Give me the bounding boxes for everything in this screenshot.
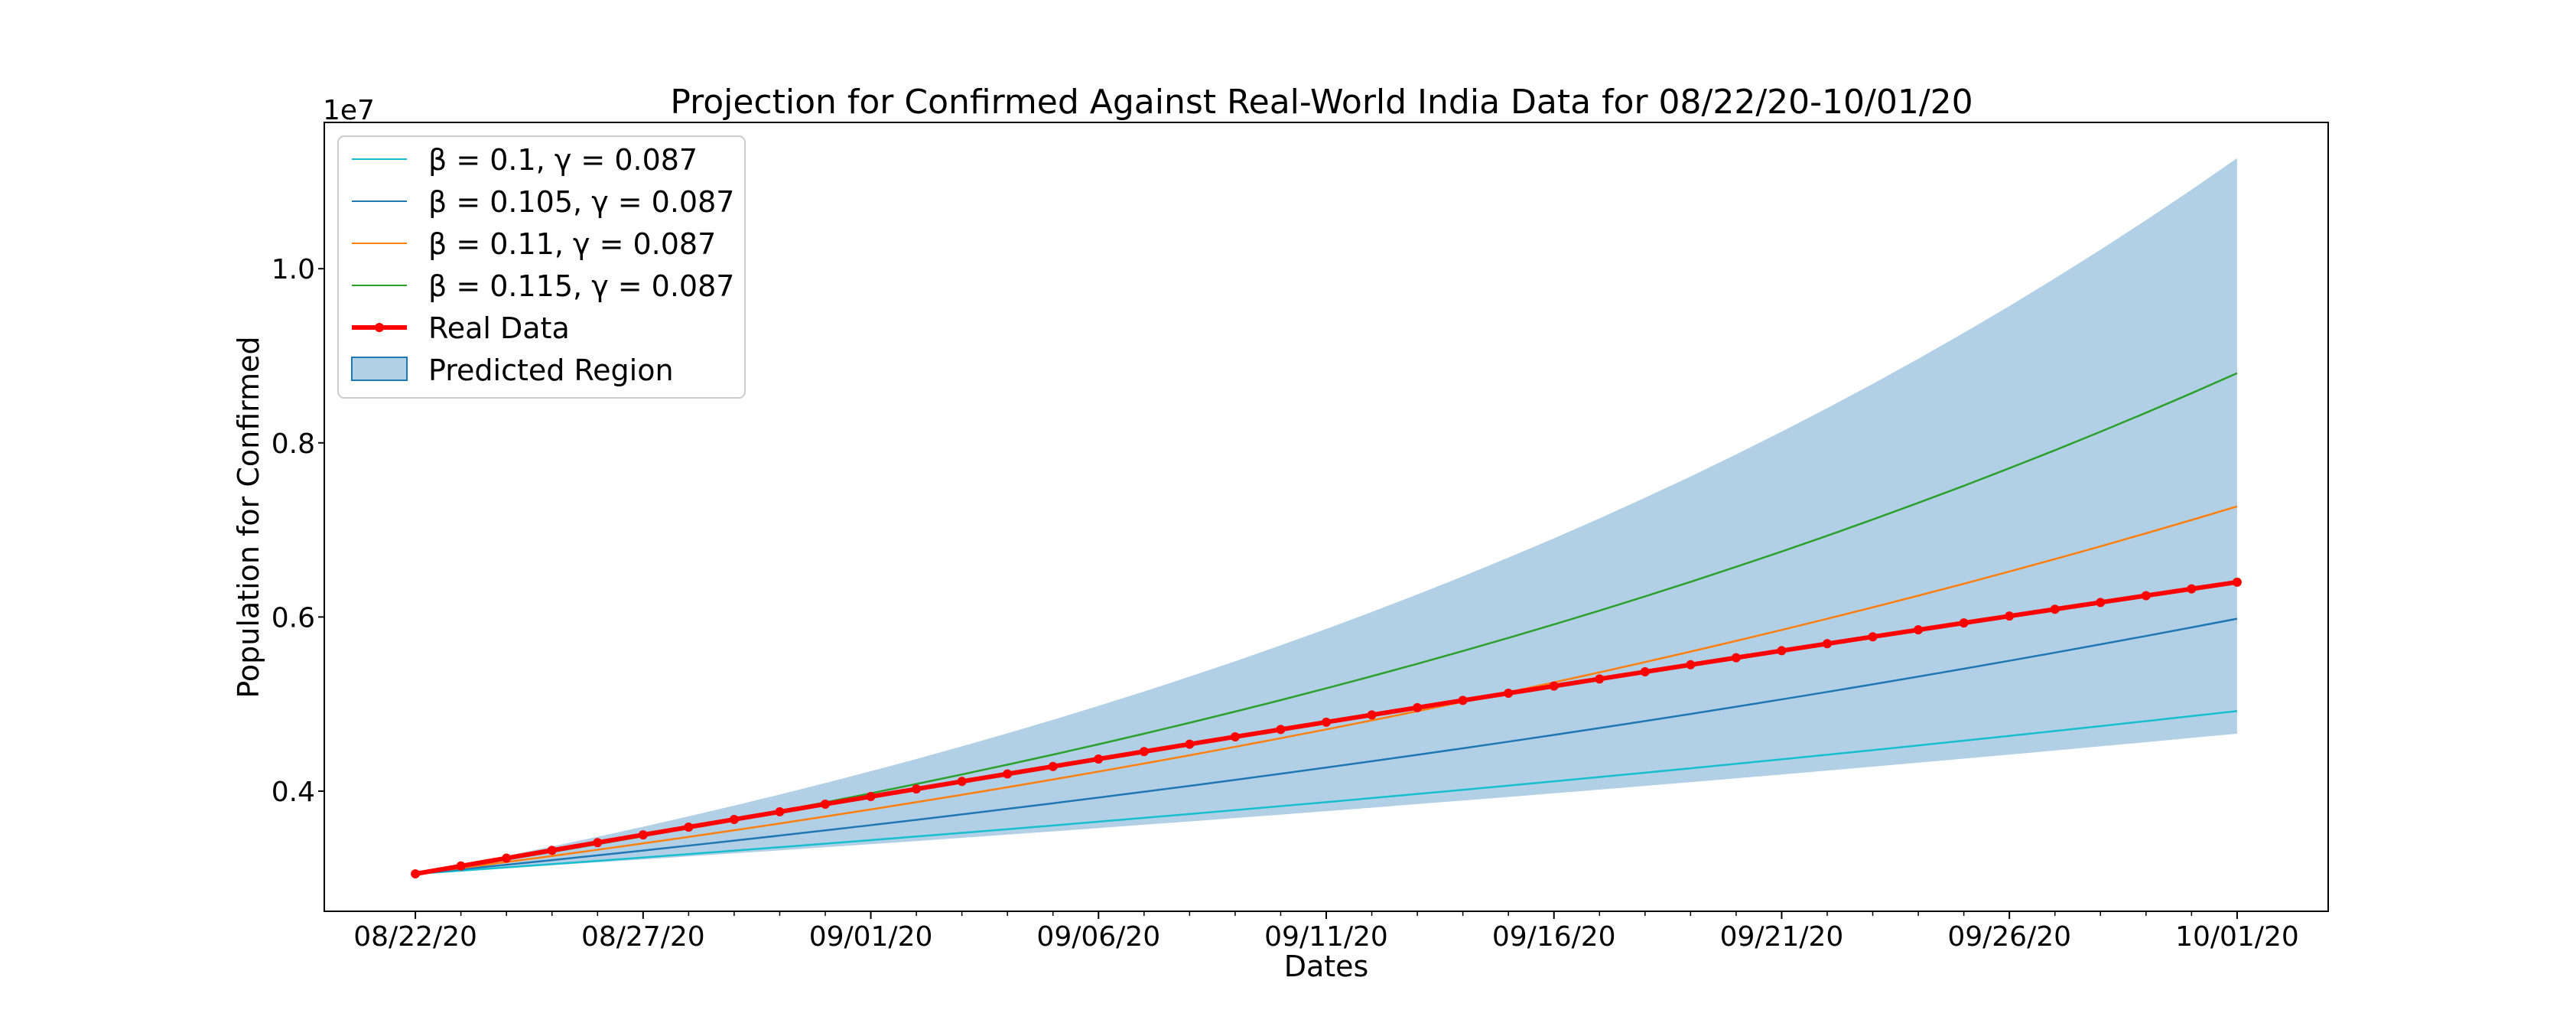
x-axis-label: Dates: [1284, 950, 1369, 983]
y-axis-offset-label: 1e7: [323, 95, 375, 126]
real-data-point-4: [593, 838, 603, 848]
real-data-point-26: [1595, 674, 1605, 684]
real-data-point-33: [1914, 625, 1924, 635]
chart-title: Projection for Confirmed Against Real-Wo…: [670, 83, 1973, 122]
x-tick-label: 09/06/20: [1036, 921, 1160, 953]
real-data-point-5: [638, 830, 648, 840]
y-tick-label: 0.8: [272, 428, 315, 460]
real-data-point-30: [1777, 646, 1787, 656]
real-data-point-11: [912, 784, 922, 794]
real-data-point-7: [729, 814, 739, 824]
real-data-point-29: [1731, 653, 1741, 663]
x-tick-label: 09/26/20: [1947, 921, 2071, 953]
real-data-point-15: [1094, 754, 1104, 764]
real-data-point-16: [1139, 747, 1149, 757]
real-data-point-28: [1686, 660, 1696, 670]
legend-swatch-predicted-region: [351, 357, 408, 381]
real-data-point-32: [1868, 632, 1878, 642]
real-data-point-9: [821, 799, 830, 809]
real-data-point-13: [1003, 769, 1013, 779]
real-data-point-10: [866, 792, 876, 802]
legend-box: [337, 135, 746, 399]
x-tick-label: 08/22/20: [353, 921, 477, 953]
projection-line-series-2: [415, 617, 2238, 875]
predicted-region-band: [415, 158, 2237, 875]
real-data-point-14: [1048, 761, 1058, 771]
legend-marker-real-data: [375, 323, 384, 332]
y-axis-ticks: 0.4 0.6 0.8 1.0: [272, 254, 324, 808]
real-data-point-0: [411, 869, 421, 879]
real-data-point-19: [1276, 725, 1286, 735]
x-tick-label: 08/27/20: [581, 921, 705, 953]
legend-label-series-3: β = 0.11, γ = 0.087: [428, 227, 716, 261]
real-data-point-38: [2141, 591, 2151, 601]
x-tick-label: 09/11/20: [1264, 921, 1388, 953]
projection-lines: [415, 372, 2238, 875]
real-data-point-6: [684, 822, 694, 832]
real-data-point-36: [2050, 604, 2060, 614]
x-tick-label: 09/16/20: [1492, 921, 1616, 953]
real-data-point-1: [456, 861, 466, 871]
real-data-point-40: [2232, 577, 2242, 587]
real-data-point-37: [2096, 598, 2106, 608]
y-tick-label: 0.4: [272, 777, 315, 808]
real-data-point-31: [1823, 639, 1832, 649]
x-tick-label: 10/01/20: [2175, 921, 2299, 953]
real-data-point-17: [1185, 739, 1195, 749]
legend-label-real-data: Real Data: [428, 311, 570, 345]
real-data-markers: [411, 577, 2242, 879]
real-data-point-27: [1640, 667, 1650, 677]
real-data-point-12: [957, 777, 967, 787]
y-tick-label: 1.0: [272, 254, 315, 285]
real-data-point-25: [1549, 681, 1559, 691]
real-data-point-24: [1504, 689, 1514, 699]
x-axis-ticks: 08/22/20 08/27/20 09/01/20 09/06/20 09/11/20…: [353, 911, 2299, 953]
x-tick-label: 09/01/20: [809, 921, 933, 953]
y-tick-label: 0.6: [272, 602, 315, 634]
legend-label-series-2: β = 0.105, γ = 0.087: [428, 185, 734, 219]
real-data-point-20: [1322, 717, 1331, 727]
real-data-point-34: [1959, 618, 1969, 628]
real-data-point-23: [1458, 696, 1468, 705]
real-data-point-8: [775, 806, 785, 816]
legend-label-series-4: β = 0.115, γ = 0.087: [428, 269, 734, 303]
projection-line-series-1: [415, 710, 2238, 875]
real-data-point-3: [547, 845, 557, 855]
real-data-point-39: [2187, 584, 2197, 594]
real-data-point-18: [1230, 731, 1240, 741]
x-tick-label: 09/21/20: [1720, 921, 1844, 953]
real-data-point-22: [1413, 702, 1423, 712]
real-data-point-35: [2005, 611, 2015, 621]
real-data-point-21: [1367, 710, 1377, 720]
projection-line-series-3: [415, 505, 2238, 875]
real-data-point-2: [502, 853, 512, 863]
legend: β = 0.1, γ = 0.087 β = 0.105, γ = 0.087 …: [337, 135, 746, 399]
plot-area: [411, 158, 2242, 879]
legend-label-predicted-region: Predicted Region: [428, 353, 674, 387]
legend-label-series-1: β = 0.1, γ = 0.087: [428, 143, 698, 177]
y-axis-label: Population for Confirmed: [232, 336, 265, 698]
